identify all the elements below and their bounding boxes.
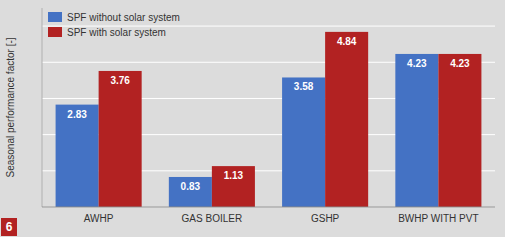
legend-swatch <box>48 12 62 22</box>
bar <box>282 77 325 207</box>
data-label: 1.13 <box>224 170 244 181</box>
bar <box>438 54 481 207</box>
x-tick-label: BWHP WITH PVT <box>398 213 478 224</box>
bar <box>395 54 438 207</box>
x-tick-label: AWHP <box>84 213 114 224</box>
legend: SPF without solar system SPF with solar s… <box>48 12 180 38</box>
bars <box>56 32 482 207</box>
bar <box>99 71 142 207</box>
legend-label: SPF without solar system <box>67 12 180 23</box>
badge-background <box>1 218 17 236</box>
x-tick-label: GAS BOILER <box>182 213 243 224</box>
data-label: 0.83 <box>181 181 201 192</box>
bar <box>325 32 368 207</box>
legend-swatch <box>48 27 62 37</box>
x-axis-line <box>42 206 495 207</box>
data-labels: 2.83 0.83 3.58 4.23 3.76 1.13 4.84 4.23 <box>67 36 470 192</box>
figure-badge: 6 <box>1 218 17 236</box>
bar <box>169 177 212 207</box>
data-label: 4.23 <box>407 58 427 69</box>
data-label: 4.84 <box>337 36 357 47</box>
data-label: 3.58 <box>294 81 314 92</box>
grid-line <box>42 207 495 208</box>
data-label: 2.83 <box>67 109 87 120</box>
x-tick-label: GSHP <box>311 213 340 224</box>
legend-label: SPF with solar system <box>67 27 166 38</box>
chart: 2.83 0.83 3.58 4.23 3.76 1.13 4.84 4.23 AWHP GAS … <box>0 0 505 237</box>
annotation: 6 <box>6 220 13 234</box>
data-label: 4.23 <box>450 58 470 69</box>
y-axis-line <box>42 8 43 207</box>
bar <box>212 166 255 207</box>
y-axis-label: Seasonal performance factor [-] <box>5 37 16 177</box>
data-label: 3.76 <box>110 75 130 86</box>
bar <box>56 105 99 207</box>
background <box>0 0 505 237</box>
